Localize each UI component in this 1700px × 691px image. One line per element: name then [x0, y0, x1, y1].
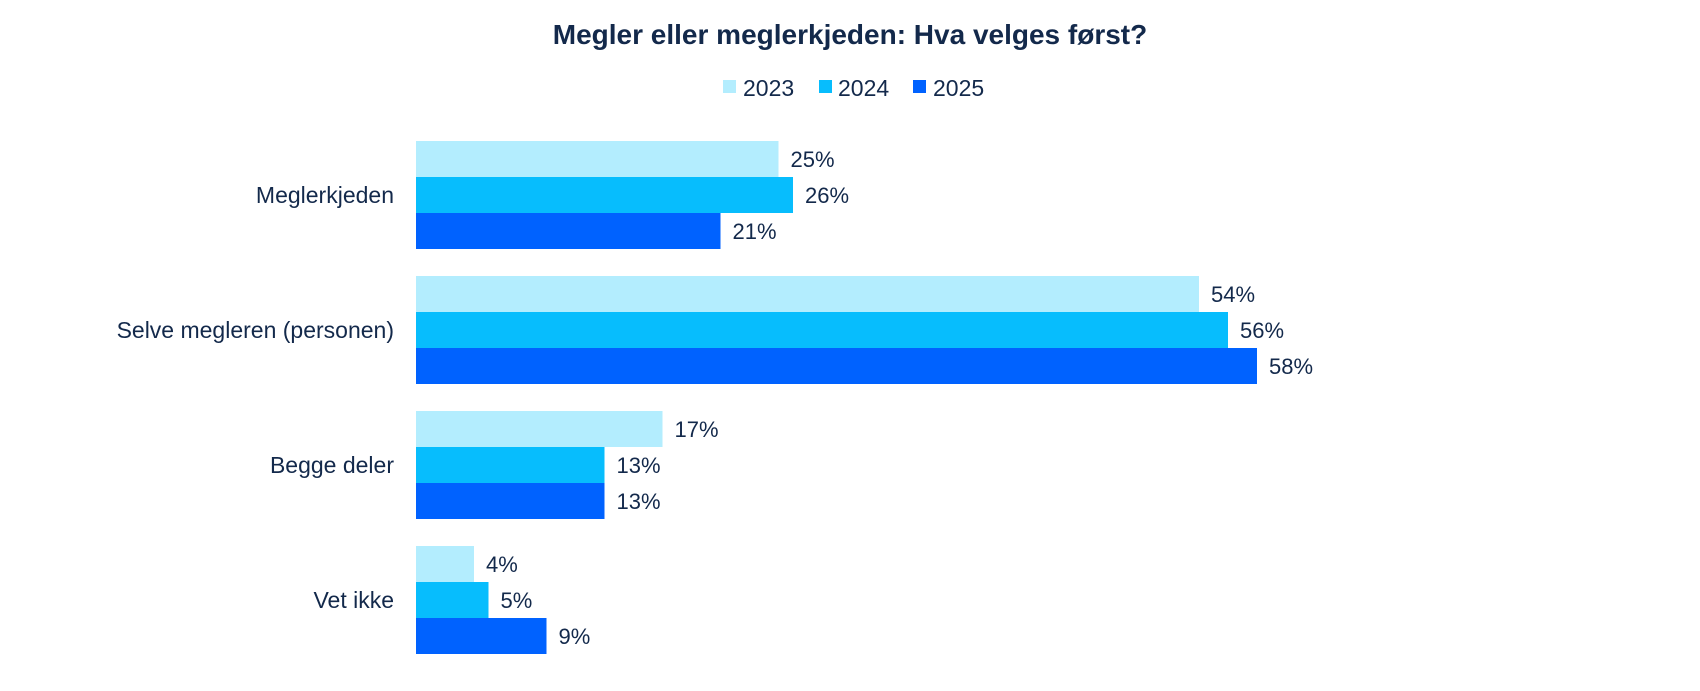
legend-label-2023: 2023: [743, 75, 794, 101]
value-label-begge-deler-2023: 17%: [675, 417, 719, 442]
category-label-meglerkjeden: Meglerkjeden: [256, 182, 394, 208]
bar-selve-megleren-personen-2024: [416, 312, 1228, 348]
category-label-selve-megleren-personen: Selve megleren (personen): [117, 317, 394, 343]
bar-vet-ikke-2025: [416, 618, 547, 654]
value-label-vet-ikke-2025: 9%: [559, 624, 591, 649]
value-label-meglerkjeden-2023: 25%: [791, 147, 835, 172]
bar-selve-megleren-personen-2025: [416, 348, 1257, 384]
legend-swatch-2024: [819, 80, 832, 93]
bars: [416, 141, 1257, 654]
bar-meglerkjeden-2025: [416, 213, 721, 249]
bar-selve-megleren-personen-2023: [416, 276, 1199, 312]
bar-vet-ikke-2023: [416, 546, 474, 582]
value-labels: 25% 26% 21% 54% 56% 58% 17% 13% 13% 4% 5% 9%: [486, 147, 1313, 649]
value-label-selve-megleren-personen-2023: 54%: [1211, 282, 1255, 307]
chart-title: Megler eller meglerkjeden: Hva velges fø…: [553, 19, 1147, 50]
legend-label-2024: 2024: [838, 75, 889, 101]
category-label-begge-deler: Begge deler: [270, 452, 394, 478]
bar-meglerkjeden-2023: [416, 141, 779, 177]
bar-meglerkjeden-2024: [416, 177, 793, 213]
bar-begge-deler-2025: [416, 483, 605, 519]
value-label-begge-deler-2024: 13%: [617, 453, 661, 478]
value-label-begge-deler-2025: 13%: [617, 489, 661, 514]
category-labels: Meglerkjeden Selve megleren (personen) Beg…: [117, 182, 395, 613]
legend: 2023 2024 2025: [723, 75, 984, 101]
legend-swatch-2025: [913, 80, 926, 93]
legend-label-2025: 2025: [933, 75, 984, 101]
value-label-meglerkjeden-2025: 21%: [733, 219, 777, 244]
value-label-selve-megleren-personen-2025: 58%: [1269, 354, 1313, 379]
bar-begge-deler-2023: [416, 411, 663, 447]
value-label-vet-ikke-2024: 5%: [501, 588, 533, 613]
bar-vet-ikke-2024: [416, 582, 489, 618]
value-label-vet-ikke-2023: 4%: [486, 552, 518, 577]
category-label-vet-ikke: Vet ikke: [313, 587, 394, 613]
legend-swatch-2023: [723, 80, 736, 93]
value-label-meglerkjeden-2024: 26%: [805, 183, 849, 208]
bar-begge-deler-2024: [416, 447, 605, 483]
value-label-selve-megleren-personen-2024: 56%: [1240, 318, 1284, 343]
